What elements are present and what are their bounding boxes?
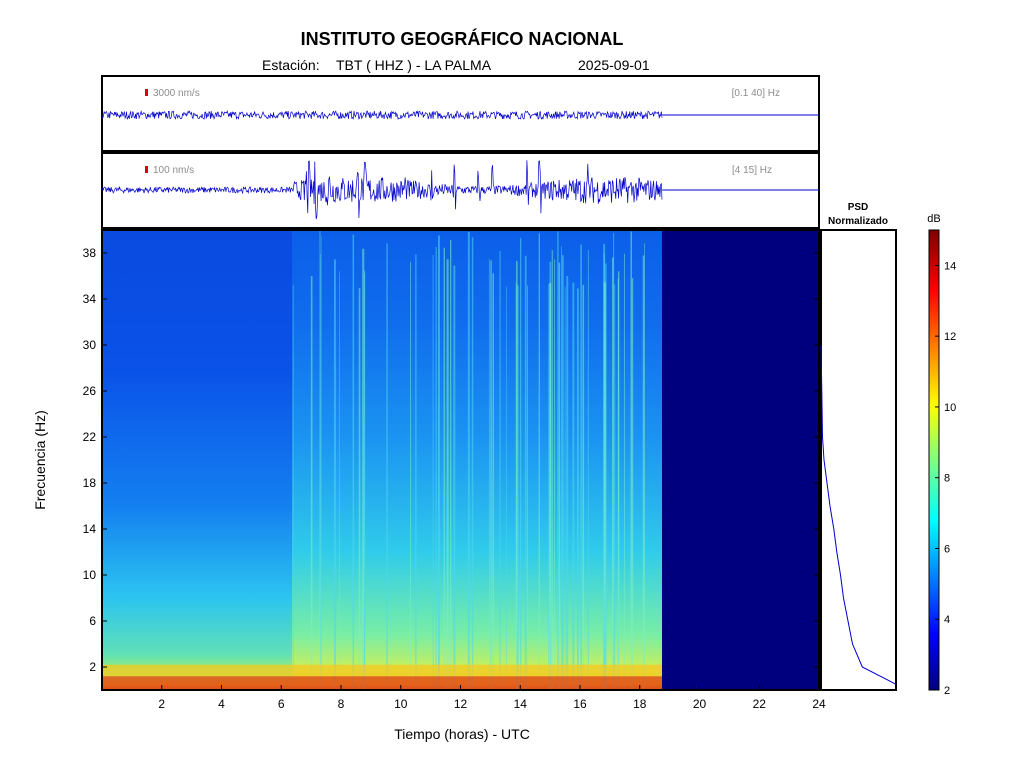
colorbar-unit: dB (927, 213, 940, 225)
y-tick-label: 34 (83, 292, 97, 306)
y-tick-label: 10 (83, 568, 97, 582)
x-tick-label: 2 (158, 697, 165, 711)
date-label: 2025-09-01 (578, 57, 650, 73)
spectrogram-low-band (102, 664, 663, 677)
x-tick-label: 6 (278, 697, 285, 711)
y-axis-label: Frecuencia (Hz) (32, 410, 48, 510)
scale-bar-icon (145, 89, 148, 96)
station-name: TBT ( HHZ ) - LA PALMA (336, 57, 492, 73)
colorbar-tick-label: 4 (944, 614, 950, 626)
trace-band-label: [4 15] Hz (732, 165, 772, 176)
colorbar-gradient (928, 229, 940, 691)
y-tick-label: 18 (83, 476, 97, 490)
x-tick-label: 4 (218, 697, 225, 711)
colorbar: dB 2 4 6 8 10 12 14 (927, 213, 956, 697)
x-tick-label: 16 (573, 697, 587, 711)
trace-band-label: [0.1 40] Hz (732, 88, 780, 99)
y-tick-label: 2 (89, 660, 96, 674)
waveform-trace (101, 110, 663, 121)
station-prefix: Estación: (262, 57, 320, 73)
x-tick-label: 22 (753, 697, 767, 711)
trace-scale-label: 100 nm/s (153, 165, 194, 176)
colorbar-tick-label: 14 (944, 260, 956, 272)
x-tick-label: 20 (693, 697, 707, 711)
trace-panel-broadband: 3000 nm/s [0.1 40] Hz (101, 75, 820, 152)
x-tick-label: 24 (812, 697, 826, 711)
y-tick-label: 14 (83, 522, 97, 536)
y-tick-label: 30 (83, 338, 97, 352)
x-axis-label: Tiempo (horas) - UTC (394, 726, 530, 742)
trace-scale-label: 3000 nm/s (153, 88, 200, 99)
colorbar-tick-label: 10 (944, 402, 956, 414)
psd-subtitle: Normalizado (828, 216, 888, 227)
x-tick-label: 14 (514, 697, 528, 711)
colorbar-tick-label: 8 (944, 473, 950, 485)
psd-panel: PSD Normalizado (820, 202, 897, 691)
figure-title: INSTITUTO GEOGRÁFICO NACIONAL (301, 28, 624, 49)
scale-bar-icon (145, 166, 148, 173)
trace-panel-filtered: 100 nm/s [4 15] Hz (101, 152, 820, 229)
y-tick-label: 6 (89, 614, 96, 628)
y-tick-label: 22 (83, 430, 97, 444)
waveform-trace (101, 160, 663, 220)
x-tick-label: 18 (633, 697, 647, 711)
colorbar-tick-label: 2 (944, 685, 950, 697)
spectrogram-low-band (102, 676, 663, 690)
x-tick-label: 12 (454, 697, 468, 711)
no-data-region (662, 230, 819, 690)
y-tick-label: 38 (83, 246, 97, 260)
psd-title: PSD (848, 202, 869, 213)
y-tick-label: 26 (83, 384, 97, 398)
colorbar-tick-label: 12 (944, 331, 956, 343)
colorbar-tick-label: 6 (944, 543, 950, 555)
spectrogram-plot: 2 4 6 8 10 12 14 16 18 20 22 24 261014182226303438 … (32, 229, 826, 742)
x-tick-label: 10 (394, 697, 408, 711)
x-tick-label: 8 (338, 697, 345, 711)
psd-curve (820, 344, 897, 685)
